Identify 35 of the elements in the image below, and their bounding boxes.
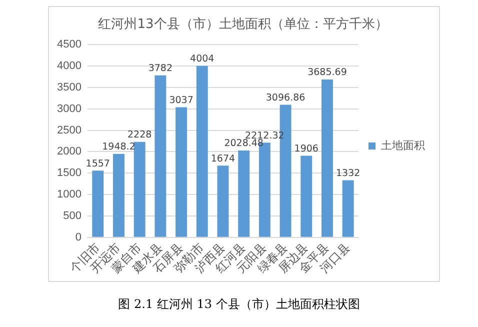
bar xyxy=(134,142,146,237)
bar xyxy=(154,75,166,237)
y-tick-label: 3500 xyxy=(56,81,82,94)
y-tick-label: 4500 xyxy=(56,38,82,51)
data-label: 2228 xyxy=(128,130,152,141)
data-label: 4004 xyxy=(190,54,214,65)
data-label: 3782 xyxy=(148,63,173,74)
bar xyxy=(217,166,229,237)
y-tick-label: 500 xyxy=(63,210,82,222)
chart-title: 红河州13个县（市）土地面积（单位：平方千米） xyxy=(98,16,388,32)
y-tick-label: 2500 xyxy=(56,124,82,136)
bar xyxy=(196,66,208,237)
bar xyxy=(300,156,312,237)
data-label: 3096.86 xyxy=(266,92,306,104)
y-tick-label: 2000 xyxy=(56,146,82,158)
y-tick-label: 1000 xyxy=(56,188,82,201)
data-label: 1557 xyxy=(86,158,110,170)
bar xyxy=(176,107,188,237)
data-label: 2028.48 xyxy=(224,138,264,150)
bar xyxy=(238,150,250,237)
y-tick-label: 0 xyxy=(75,231,82,244)
y-tick-label: 1500 xyxy=(56,167,82,180)
data-label: 1906 xyxy=(294,143,318,154)
bar xyxy=(113,154,124,237)
bar xyxy=(321,79,333,237)
data-label: 1674 xyxy=(210,153,236,164)
bar xyxy=(92,170,104,237)
legend-label: 土地面积 xyxy=(381,139,425,152)
data-label: 1332 xyxy=(336,168,360,180)
bar xyxy=(342,180,354,237)
caption: 图 2.1 红河州 13 个县（市）土地面积柱状图 xyxy=(117,296,361,313)
y-tick-label: 3000 xyxy=(56,102,82,115)
data-label: 3685.69 xyxy=(308,67,347,78)
data-label: 3037 xyxy=(169,94,194,106)
y-tick-label: 4000 xyxy=(56,60,82,72)
